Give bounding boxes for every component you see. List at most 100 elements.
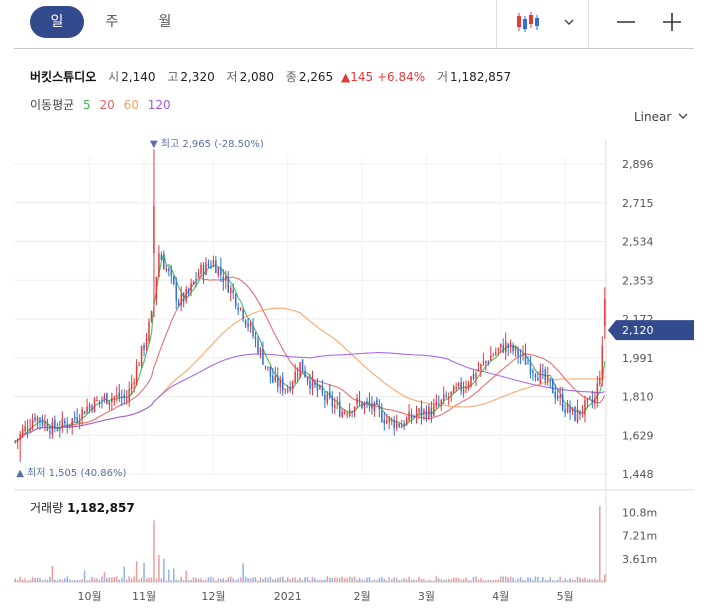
candle-body (205, 262, 207, 275)
volume-bar (274, 578, 277, 582)
volume-bar (170, 580, 173, 582)
candle-body (547, 375, 549, 381)
candle-body (400, 425, 403, 428)
volume-bar (207, 577, 210, 582)
volume-bar (395, 578, 398, 582)
candle-body (522, 353, 524, 355)
volume-bar (477, 580, 480, 582)
ma-5[interactable]: 5 (83, 98, 91, 112)
volume-bar (452, 577, 455, 582)
candle-body (601, 345, 604, 381)
volume-bar (420, 578, 423, 582)
volume-bar (86, 580, 88, 582)
current-price-tag (608, 320, 694, 341)
volume-bar (334, 577, 336, 582)
x-tick-label: 2021 (274, 590, 302, 603)
candle-body (153, 205, 155, 254)
volume-bar (539, 580, 542, 582)
volume-bar (566, 580, 569, 582)
chevron-down-icon[interactable] (562, 14, 576, 28)
candle-body (576, 408, 579, 423)
volume-bar (544, 579, 547, 582)
volume-bar (116, 576, 118, 582)
candle-body (420, 406, 423, 417)
volume-bar (423, 578, 425, 582)
candle-body (447, 397, 450, 399)
volume-bar (356, 579, 358, 582)
candle-body (165, 268, 168, 271)
candle-body (64, 421, 66, 424)
volume-bar (336, 577, 338, 582)
tab-weekly[interactable]: 주 (105, 14, 119, 30)
volume-bar (195, 577, 197, 582)
volume-bar (549, 577, 552, 582)
volume-bar (366, 577, 368, 582)
volume-bar (433, 580, 435, 582)
candle-body (111, 397, 113, 402)
candle-body (413, 416, 415, 418)
candle-body (180, 293, 182, 306)
ma-60[interactable]: 60 (123, 98, 139, 112)
volume-bar (492, 579, 495, 582)
volume-bar (554, 580, 556, 582)
volume-bar (467, 580, 470, 582)
volume-bar (551, 580, 554, 582)
candle-body (556, 395, 559, 399)
ma-20[interactable]: 20 (99, 98, 115, 112)
candle-body (133, 382, 135, 385)
volume-bar (532, 580, 534, 582)
candle-body (467, 384, 470, 389)
tab-monthly[interactable]: 월 (158, 14, 172, 30)
candle-body (182, 293, 185, 302)
candle-body (242, 309, 244, 320)
candle-body (574, 407, 576, 421)
candle-body (215, 260, 217, 274)
candle-body (61, 418, 64, 428)
candle-body (130, 383, 133, 390)
volume-tick-label: 7.21m (622, 530, 657, 543)
candle-body (247, 322, 249, 328)
volume-bar (106, 578, 108, 582)
volume-bar (331, 577, 334, 582)
candle-body (418, 408, 420, 413)
volume-bar (576, 576, 579, 582)
zoom-in-button[interactable] (660, 10, 684, 34)
ma-120[interactable]: 120 (147, 98, 171, 112)
x-tick-label: 5월 (557, 590, 574, 603)
volume-bar (475, 576, 477, 582)
candle-body (514, 346, 517, 351)
candle-body (163, 258, 165, 270)
zoom-out-button[interactable] (614, 10, 638, 34)
tab-daily[interactable]: 일 (30, 6, 84, 38)
candle-body (356, 397, 358, 405)
candle-body (537, 378, 539, 381)
candlestick-icon[interactable] (514, 10, 542, 34)
volume-bar (277, 577, 279, 582)
volume-bar (447, 578, 450, 582)
candle-body (492, 355, 495, 357)
volume-bar (524, 580, 527, 582)
scale-selector[interactable]: Linear (634, 110, 689, 124)
volume-bar (34, 578, 36, 582)
y-tick-label: 2,353 (622, 274, 654, 287)
candle-body (551, 379, 554, 394)
candle-body (403, 423, 405, 427)
candle-body (86, 406, 88, 413)
candle-body (497, 348, 500, 351)
volume-bar (450, 579, 452, 582)
volume-bar (393, 577, 395, 582)
volume-bar (237, 578, 239, 582)
volume-bar (71, 580, 73, 582)
open-label: 시 (108, 70, 120, 84)
volume-bar (168, 569, 170, 582)
candle-body (329, 391, 331, 398)
volume-bars (14, 506, 606, 582)
candle-body (405, 418, 408, 425)
volume-bar (460, 580, 462, 582)
candle-body (336, 402, 338, 404)
candle-body (438, 403, 440, 405)
volume-bar (527, 577, 529, 582)
candle-body (450, 391, 452, 395)
candle-body (41, 419, 44, 426)
